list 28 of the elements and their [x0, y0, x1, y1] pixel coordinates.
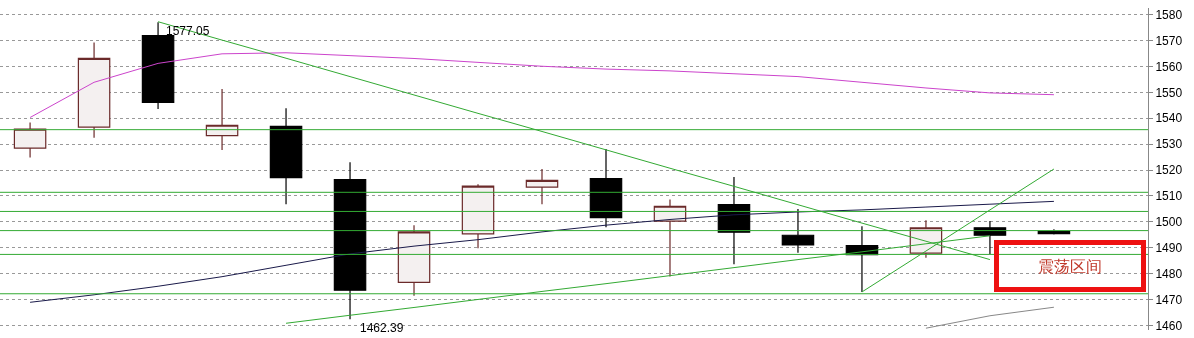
y-tick-label: 1520 [1155, 163, 1183, 178]
y-tick-label: 1570 [1155, 33, 1183, 48]
candlestick [973, 220, 1007, 255]
y-tick-label: 1500 [1155, 215, 1183, 229]
candlestick [461, 183, 495, 249]
y-tick-label: 1560 [1155, 59, 1183, 74]
y-tick-label: 1490 [1155, 240, 1183, 255]
candlestick [397, 224, 431, 297]
y-tick-label: 1470 [1155, 292, 1183, 307]
y-tick-label: 1510 [1155, 189, 1183, 204]
y-tick-label: 1540 [1155, 111, 1183, 126]
y-tick-label: 1580 [1155, 7, 1183, 22]
candlestick [13, 121, 47, 159]
annotation: 1462.39 [360, 321, 404, 335]
y-tick-label: 1530 [1155, 137, 1183, 152]
y-tick-label: 1460 [1155, 318, 1183, 333]
y-tick-label: 1480 [1155, 266, 1183, 281]
annotation: 震荡区间 [1038, 256, 1102, 276]
candlestick [269, 107, 303, 205]
candlestick [525, 168, 559, 205]
candlestick [781, 208, 815, 254]
candlestick [333, 161, 367, 320]
candlestick [205, 88, 239, 151]
candlestick [589, 148, 623, 228]
y-tick-label: 1550 [1155, 85, 1183, 100]
line-series [29, 200, 1055, 303]
line-series [29, 52, 1055, 118]
candlestick [77, 41, 111, 139]
